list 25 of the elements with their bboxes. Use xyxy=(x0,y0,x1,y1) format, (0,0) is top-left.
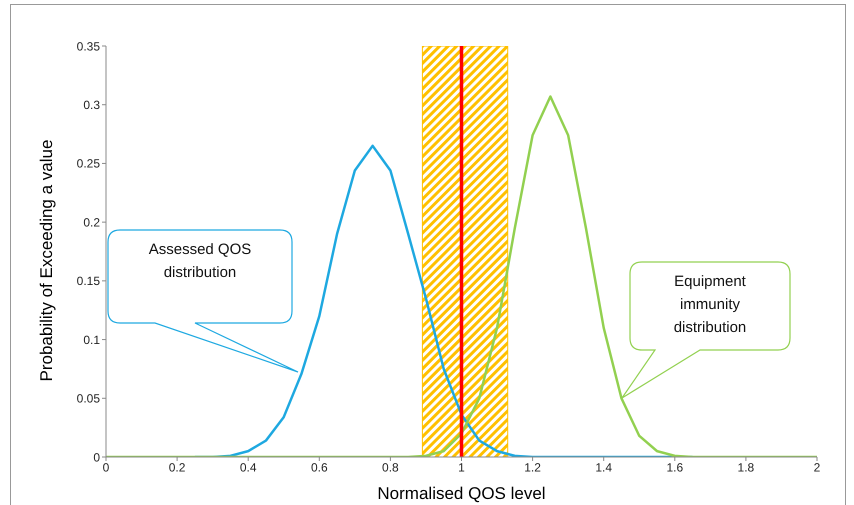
x-tick-label: 1.8 xyxy=(738,460,755,475)
y-tick-label: 0.25 xyxy=(76,156,100,171)
x-tick-label: 0.6 xyxy=(310,460,328,475)
y-tick-label: 0.05 xyxy=(76,392,100,406)
y-tick-label: 0.3 xyxy=(83,98,100,112)
callout-box: Assessed QOS distribution xyxy=(107,229,299,373)
x-axis-title: Normalised QOS level xyxy=(377,484,546,503)
y-tick-label: 0.1 xyxy=(83,332,100,347)
x-tick-label: 1 xyxy=(458,460,466,475)
x-tick-label: 2 xyxy=(814,460,821,475)
x-tick-label: 1.4 xyxy=(595,460,612,475)
x-tick-label: 0.4 xyxy=(240,460,257,475)
callout-box: Equipment immunity distribution xyxy=(621,261,791,399)
annotation: Assessed QOS distribution xyxy=(148,240,252,283)
y-tick-label: 0.15 xyxy=(76,274,100,288)
x-tick-label: 0.2 xyxy=(168,460,186,475)
y-tick-label: 0 xyxy=(93,450,100,464)
x-tick-label: 1.6 xyxy=(666,460,684,475)
y-axis-title: Probability of Exceeding a value xyxy=(37,140,56,382)
annotation: Equipment immunity distribution xyxy=(672,272,748,338)
x-tick-label: 1.2 xyxy=(524,460,542,475)
y-tick-label: 0.35 xyxy=(76,39,100,54)
y-tick-label: 0.2 xyxy=(83,215,100,230)
x-tick-label: 0 xyxy=(102,460,110,475)
x-tick-label: 0.8 xyxy=(382,460,400,475)
